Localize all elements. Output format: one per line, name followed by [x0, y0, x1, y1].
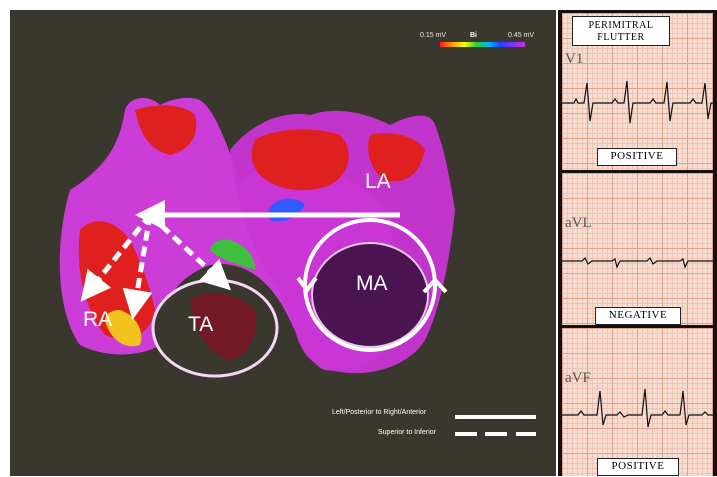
atria-3d-map [59, 97, 455, 378]
ecg-strip-v1: PERIMITRAL FLUTTER V1 POSITIVE [562, 13, 713, 170]
ecg-title-line2: FLUTTER [597, 32, 645, 43]
voltage-color-bar [440, 42, 525, 47]
lead-label-avl: aVL [565, 215, 592, 231]
lead-label-v1: V1 [565, 51, 584, 67]
mitral-annulus [311, 242, 429, 348]
polarity-avf: POSITIVE [597, 458, 679, 476]
red-zone-la [251, 129, 349, 191]
ecg-trace-avl [562, 256, 713, 269]
voltage-map-panel: 0.15 mV Bi 0.45 mV RA TA MA LA Left/Post… [10, 10, 556, 476]
label-left-atrium: LA [365, 170, 391, 193]
polarity-v1: POSITIVE [597, 148, 677, 166]
voltage-scale-max: 0.45 mV [508, 32, 535, 39]
legend-solid-label: Left/Posterior to Right/Anterior [332, 409, 427, 416]
legend-dashed-label: Superior to Inferior [378, 429, 436, 436]
ecg-strip-avl: aVL NEGATIVE [562, 173, 713, 325]
green-zone [210, 239, 255, 270]
polarity-avl: NEGATIVE [595, 307, 681, 325]
ecg-trace-avf [562, 388, 713, 428]
lead-label-avf: aVF [565, 370, 591, 386]
red-zone-la-2 [368, 133, 425, 182]
voltage-scale-min: 0.15 mV [420, 32, 447, 39]
dashed-arrow-1 [80, 213, 152, 302]
label-right-atrium: RA [83, 308, 113, 331]
ecg-strip-avf: aVF POSITIVE [562, 328, 713, 476]
circuit-chevron-right [422, 277, 448, 294]
ecg-title-line1: PERIMITRAL [588, 20, 654, 31]
voltage-scale-mode: Bi [470, 32, 477, 39]
ecg-panel: PERIMITRAL FLUTTER V1 POSITIVE aVL NEGAT… [558, 10, 717, 476]
tricuspid-inner [190, 293, 257, 360]
label-tricuspid-annulus: TA [188, 313, 214, 336]
ecg-trace-v1 [562, 80, 713, 124]
label-mitral-annulus: MA [356, 272, 388, 295]
legend-solid-line [455, 415, 536, 419]
red-zone-ra-top [135, 105, 197, 155]
ecg-title-box: PERIMITRAL FLUTTER [572, 16, 670, 46]
circuit-chevron-left [296, 276, 318, 294]
legend-dash-3 [516, 432, 536, 436]
legend-dash-2 [485, 432, 507, 436]
legend-dash-1 [455, 432, 477, 436]
